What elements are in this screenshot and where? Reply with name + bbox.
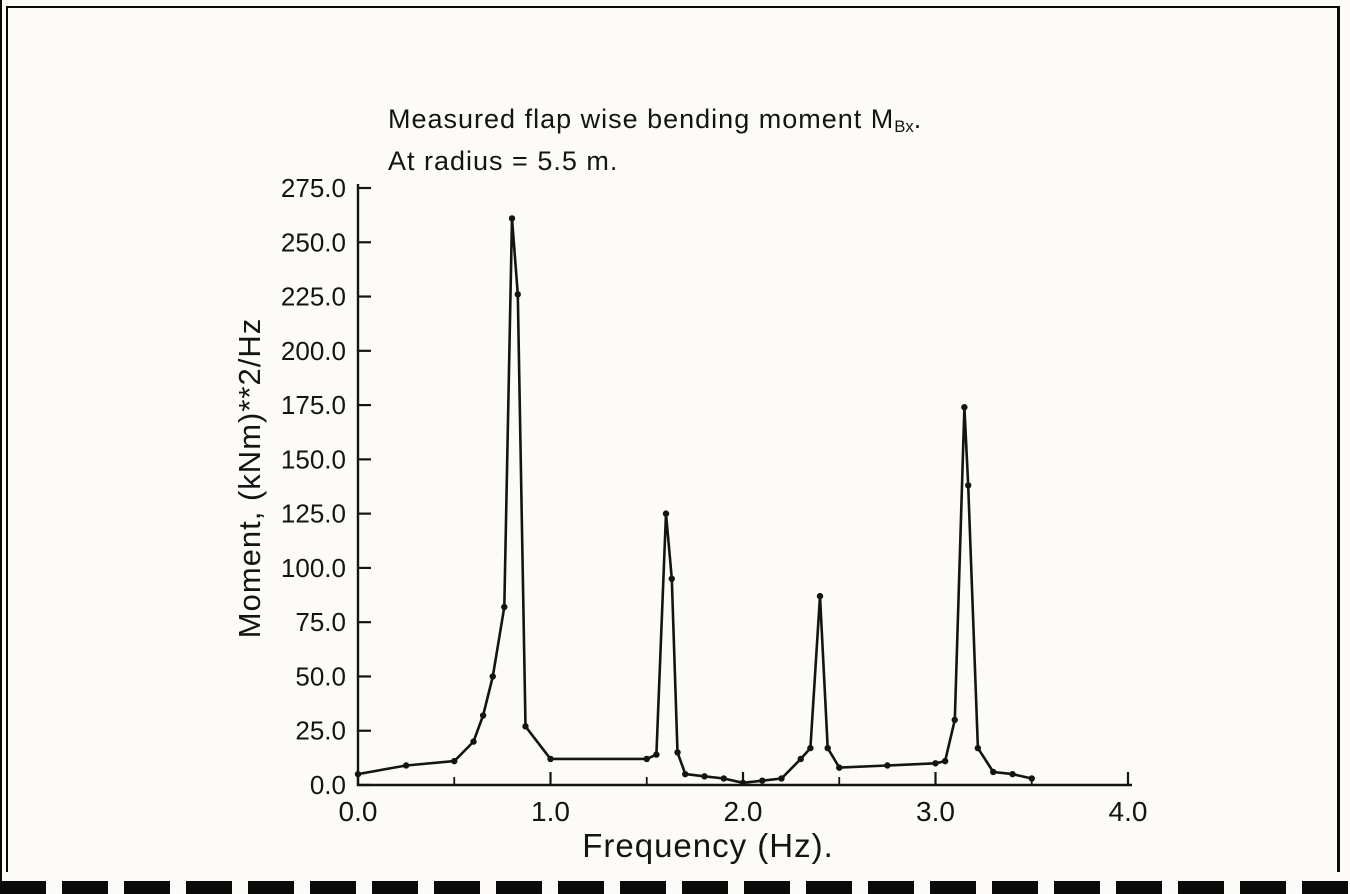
data-point-marker — [547, 755, 554, 763]
chart-title-line1: Measured flap wise bending moment MBx. — [388, 104, 923, 137]
y-tick-label: 50.0 — [295, 661, 346, 691]
data-point-marker — [824, 744, 831, 752]
y-tick-label: 175.0 — [281, 390, 346, 420]
data-point-marker — [965, 482, 972, 489]
data-point-marker — [701, 773, 708, 780]
chart-title-subscript: Bx — [894, 117, 914, 137]
y-tick-label: 75.0 — [295, 607, 346, 637]
data-point-marker — [674, 749, 681, 756]
data-line — [356, 217, 1034, 785]
data-point-marker — [522, 723, 529, 730]
y-tick-label: 100.0 — [281, 553, 346, 583]
data-point-marker — [759, 777, 766, 784]
data-point-marker — [797, 755, 804, 763]
data-point-marker — [668, 575, 675, 582]
data-point-marker — [1028, 775, 1035, 782]
data-point-marker — [508, 215, 516, 222]
data-point-marker — [501, 603, 508, 611]
data-point-marker — [662, 510, 670, 517]
data-point-marker — [807, 744, 814, 752]
data-point-marker — [739, 779, 747, 787]
data-point-marker — [951, 716, 958, 724]
y-axis: 0.0 25.0 50.0 75.0 100.0 125.0 150.0 175.0 200.0… — [281, 173, 371, 800]
y-tick-label: 150.0 — [281, 444, 346, 474]
data-point-marker — [682, 770, 689, 778]
data-point-marker — [479, 712, 487, 719]
x-tick-label: 2.0 — [724, 796, 763, 827]
data-point-marker — [451, 757, 458, 765]
data-point-marker — [514, 291, 521, 298]
chart-title: Measured flap wise bending moment MBx. A… — [388, 102, 922, 178]
data-point-marker — [643, 755, 650, 763]
data-point-marker — [1009, 770, 1016, 778]
x-axis: 0.0 1.0 2.0 3.0 4.0 — [339, 772, 1148, 827]
data-point-marker — [354, 770, 362, 778]
x-tick-label: 4.0 — [1109, 796, 1148, 827]
scan-left-edge — [0, 0, 2, 894]
data-point-marker — [941, 757, 949, 765]
data-point-marker — [961, 404, 968, 411]
data-point-marker — [816, 592, 824, 600]
x-axis-label: Frequency (Hz). — [582, 827, 834, 864]
scan-bottom-edge-artifact — [0, 881, 1350, 894]
y-tick-label: 200.0 — [281, 336, 346, 366]
y-tick-label: 125.0 — [281, 499, 346, 529]
data-point-marker — [836, 764, 843, 771]
data-point-marker — [884, 762, 891, 769]
data-point-marker — [470, 738, 477, 745]
y-tick-label: 275.0 — [281, 173, 346, 203]
data-point-marker — [489, 673, 496, 680]
data-point-marker — [720, 775, 727, 782]
data-points — [354, 215, 1035, 787]
y-tick-label: 0.0 — [310, 770, 346, 800]
data-point-marker — [402, 762, 410, 769]
x-tick-label: 3.0 — [916, 796, 955, 827]
y-tick-label: 25.0 — [295, 716, 346, 746]
data-point-marker — [653, 751, 660, 758]
y-tick-label: 250.0 — [281, 227, 346, 257]
x-tick-label: 0.0 — [339, 796, 378, 827]
data-point-marker — [778, 775, 785, 782]
y-tick-label: 225.0 — [281, 282, 346, 312]
axes — [356, 184, 1132, 787]
data-point-marker — [974, 744, 982, 752]
data-point-marker — [990, 768, 997, 776]
x-tick-label: 1.0 — [531, 796, 570, 827]
chart-subtitle: At radius = 5.5 m. — [388, 146, 619, 177]
data-point-marker — [932, 760, 939, 767]
